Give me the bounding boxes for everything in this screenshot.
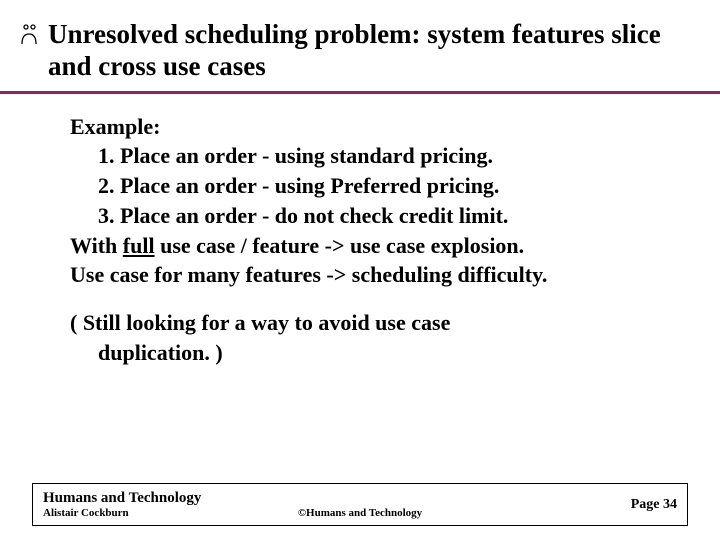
conclusion-suffix: use case / feature -> use case explosion…	[155, 233, 525, 258]
footer-copyright: ©Humans and Technology	[298, 507, 422, 519]
person-bullet-icon	[20, 24, 40, 46]
footer-left: Humans and Technology Alistair Cockburn	[43, 490, 201, 519]
footer-author: Alistair Cockburn	[43, 507, 201, 519]
example-item: 3. Place an order - do not check credit …	[70, 201, 692, 231]
example-item: 1. Place an order - using standard prici…	[70, 141, 692, 171]
footer-box: Humans and Technology Alistair Cockburn …	[32, 483, 688, 526]
slide: Unresolved scheduling problem: system fe…	[0, 0, 720, 540]
note-block: ( Still looking for a way to avoid use c…	[70, 308, 692, 367]
slide-title: Unresolved scheduling problem: system fe…	[48, 18, 690, 83]
note-line: duplication. )	[70, 338, 692, 368]
example-item: 2. Place an order - using Preferred pric…	[70, 171, 692, 201]
footer-org: Humans and Technology	[43, 490, 201, 507]
slide-content: Example: 1. Place an order - using stand…	[0, 94, 720, 368]
conclusion-line: With full use case / feature -> use case…	[70, 231, 692, 261]
conclusion-line: Use case for many features -> scheduling…	[70, 260, 692, 290]
header-row: Unresolved scheduling problem: system fe…	[0, 0, 720, 83]
example-label: Example:	[70, 112, 692, 142]
conclusion-prefix: With	[70, 233, 123, 258]
conclusion-underlined: full	[123, 233, 155, 258]
footer-page-number: Page 34	[631, 497, 677, 513]
note-line: ( Still looking for a way to avoid use c…	[70, 308, 692, 338]
